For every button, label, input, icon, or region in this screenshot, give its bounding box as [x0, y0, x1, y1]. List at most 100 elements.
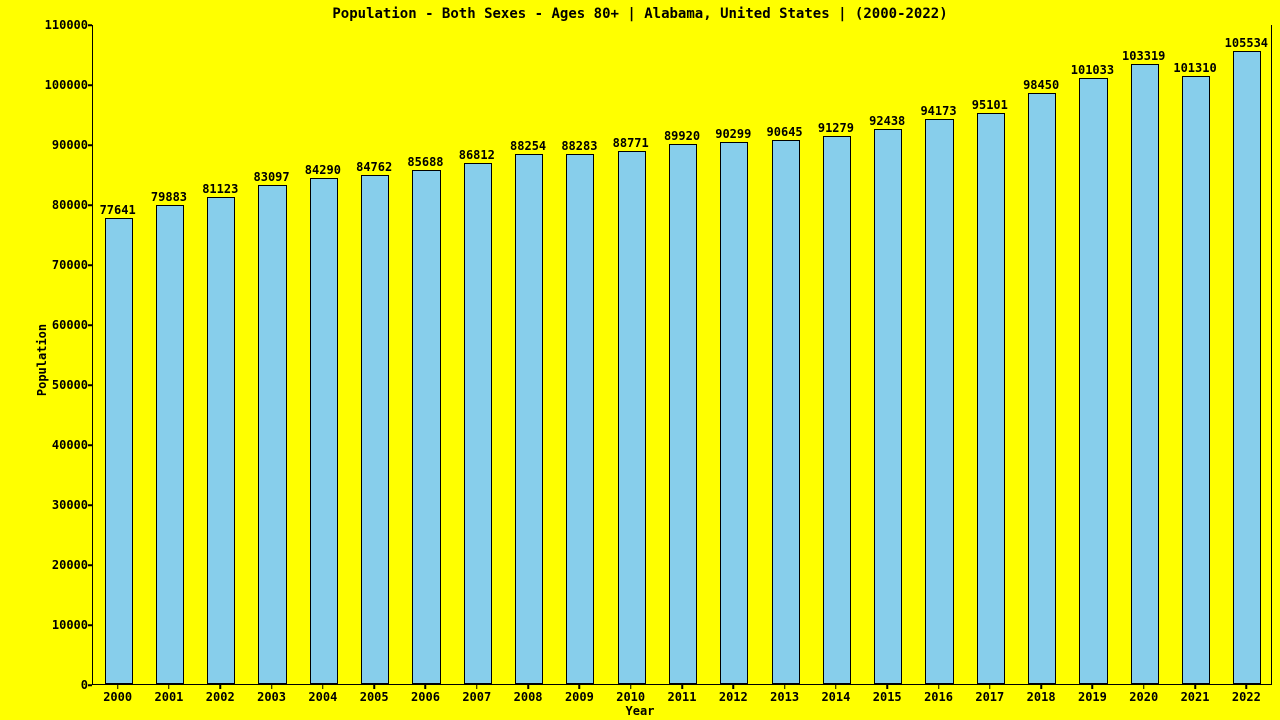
bar	[258, 185, 286, 684]
xtick-label: 2017	[975, 690, 1004, 704]
bar-value-label: 91279	[818, 121, 854, 135]
bar-value-label: 105534	[1225, 36, 1268, 50]
xtick-mark	[989, 685, 991, 689]
ytick-label: 110000	[45, 18, 88, 32]
xtick-label: 2011	[668, 690, 697, 704]
ytick-label: 100000	[45, 78, 88, 92]
xtick-label: 2007	[462, 690, 491, 704]
xtick-mark	[579, 685, 581, 689]
ytick-label: 0	[81, 678, 88, 692]
bar-value-label: 88254	[510, 139, 546, 153]
xtick-label: 2013	[770, 690, 799, 704]
chart-container: Population - Both Sexes - Ages 80+ | Ala…	[0, 0, 1280, 720]
ytick-mark	[88, 504, 92, 506]
xtick-label: 2002	[206, 690, 235, 704]
bar	[874, 129, 902, 684]
bar	[772, 140, 800, 684]
xtick-mark	[733, 685, 735, 689]
bar-value-label: 95101	[972, 98, 1008, 112]
xtick-label: 2015	[873, 690, 902, 704]
bar	[515, 154, 543, 684]
ytick-label: 40000	[52, 438, 88, 452]
xtick-label: 2014	[821, 690, 850, 704]
bar	[156, 205, 184, 684]
bar	[412, 170, 440, 684]
xtick-mark	[1092, 685, 1094, 689]
bar	[464, 163, 492, 684]
ytick-label: 80000	[52, 198, 88, 212]
xtick-mark	[784, 685, 786, 689]
xtick-mark	[835, 685, 837, 689]
xtick-label: 2020	[1129, 690, 1158, 704]
xtick-mark	[1246, 685, 1248, 689]
bar	[823, 136, 851, 684]
ytick-mark	[88, 144, 92, 146]
xtick-label: 2000	[103, 690, 132, 704]
bar-value-label: 103319	[1122, 49, 1165, 63]
bar-value-label: 90645	[767, 125, 803, 139]
bar	[925, 119, 953, 684]
xtick-mark	[1040, 685, 1042, 689]
ytick-mark	[88, 84, 92, 86]
xtick-mark	[322, 685, 324, 689]
bar	[1131, 64, 1159, 684]
bar-value-label: 85688	[407, 155, 443, 169]
bar	[361, 175, 389, 684]
ytick-label: 90000	[52, 138, 88, 152]
bar-value-label: 83097	[254, 170, 290, 184]
bar-value-label: 89920	[664, 129, 700, 143]
xtick-mark	[681, 685, 683, 689]
xtick-label: 2016	[924, 690, 953, 704]
xtick-label: 2009	[565, 690, 594, 704]
bar-value-label: 101310	[1173, 61, 1216, 75]
ytick-mark	[88, 264, 92, 266]
xtick-label: 2005	[360, 690, 389, 704]
bar-value-label: 79883	[151, 190, 187, 204]
bar	[720, 142, 748, 684]
bar	[105, 218, 133, 684]
bar	[618, 151, 646, 684]
bar	[1028, 93, 1056, 684]
xtick-label: 2018	[1027, 690, 1056, 704]
bar-value-label: 81123	[202, 182, 238, 196]
xtick-label: 2001	[155, 690, 184, 704]
bar	[669, 144, 697, 684]
ytick-mark	[88, 444, 92, 446]
plot-area	[92, 25, 1272, 685]
bar-value-label: 101033	[1071, 63, 1114, 77]
ytick-label: 20000	[52, 558, 88, 572]
ytick-label: 70000	[52, 258, 88, 272]
bar	[977, 113, 1005, 684]
xtick-mark	[271, 685, 273, 689]
ytick-mark	[88, 324, 92, 326]
xtick-label: 2019	[1078, 690, 1107, 704]
bar-value-label: 94173	[920, 104, 956, 118]
xtick-mark	[527, 685, 529, 689]
xtick-mark	[1194, 685, 1196, 689]
bar-value-label: 92438	[869, 114, 905, 128]
xtick-mark	[1143, 685, 1145, 689]
ytick-mark	[88, 204, 92, 206]
ytick-mark	[88, 624, 92, 626]
chart-title: Population - Both Sexes - Ages 80+ | Ala…	[332, 6, 947, 22]
xtick-mark	[168, 685, 170, 689]
ytick-mark	[88, 24, 92, 26]
y-axis-label: Population	[35, 324, 49, 396]
bar-value-label: 98450	[1023, 78, 1059, 92]
bar	[1079, 78, 1107, 684]
xtick-label: 2021	[1181, 690, 1210, 704]
x-axis-label: Year	[626, 704, 655, 718]
xtick-label: 2006	[411, 690, 440, 704]
xtick-label: 2022	[1232, 690, 1261, 704]
bar	[1182, 76, 1210, 684]
xtick-label: 2010	[616, 690, 645, 704]
ytick-label: 10000	[52, 618, 88, 632]
xtick-mark	[938, 685, 940, 689]
xtick-mark	[886, 685, 888, 689]
bar	[566, 154, 594, 684]
bar	[310, 178, 338, 684]
xtick-mark	[425, 685, 427, 689]
ytick-label: 30000	[52, 498, 88, 512]
xtick-mark	[476, 685, 478, 689]
xtick-mark	[117, 685, 119, 689]
